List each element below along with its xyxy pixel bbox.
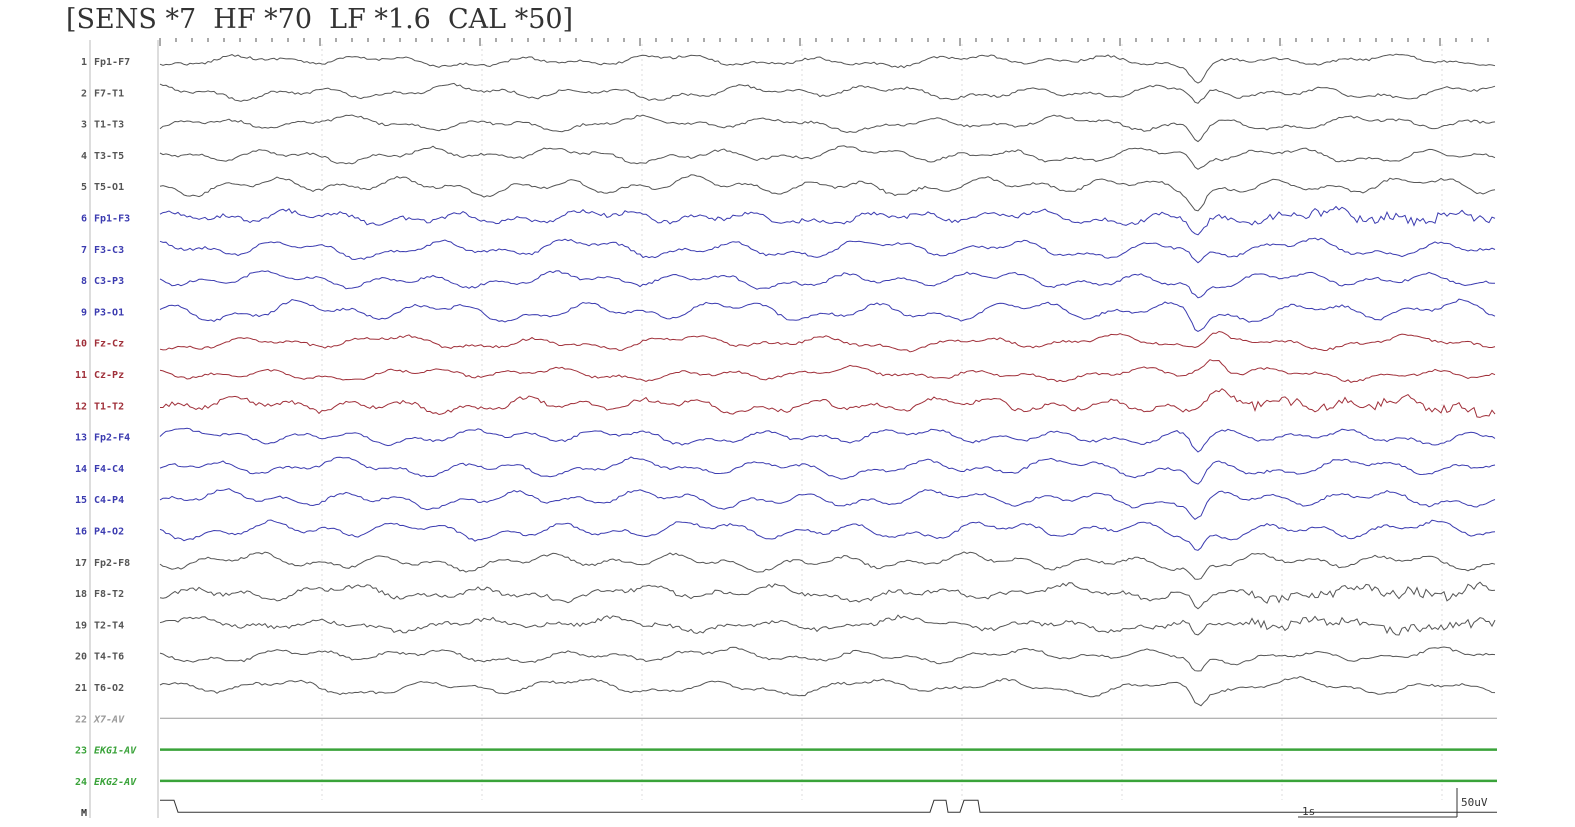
channel-label: T5-O1 — [94, 182, 124, 193]
channel-label: F7-T1 — [94, 88, 124, 99]
channel-number: 24 — [75, 777, 87, 788]
channel-label: P3-O1 — [94, 307, 124, 318]
channel-number: 14 — [75, 464, 87, 475]
channel-traces — [159, 53, 1497, 813]
channel-trace — [159, 237, 1496, 264]
time-ruler — [159, 38, 1489, 46]
channel-trace — [159, 359, 1496, 383]
channel-label: Fz-Cz — [94, 339, 124, 350]
channel-label: Fp1-F3 — [94, 214, 130, 225]
channel-trace — [159, 551, 1496, 580]
channel-trace — [159, 174, 1496, 212]
channel-trace — [159, 270, 1495, 299]
channel-trace — [159, 488, 1496, 521]
channel-label: Fp2-F4 — [94, 433, 130, 444]
channel-number: 5 — [81, 182, 87, 193]
channel-label: T1-T2 — [94, 401, 124, 412]
channel-trace — [159, 614, 1496, 636]
channel-trace — [159, 581, 1496, 610]
channel-number: 13 — [75, 433, 87, 444]
channel-number: 15 — [75, 495, 87, 506]
scale-bar: 1s 50uV — [1298, 788, 1488, 818]
channel-trace — [160, 799, 1497, 813]
channel-trace — [159, 114, 1496, 143]
channel-number: 2 — [81, 88, 87, 99]
channel-number: 3 — [81, 120, 87, 131]
time-scale-label: 1s — [1302, 805, 1315, 818]
channel-trace — [159, 53, 1496, 84]
channel-labels: 1 Fp1-F72 F7-T13 T1-T34 T3-T55 T5-O16 Fp1-F37 F… — [75, 57, 137, 819]
channel-number: 17 — [75, 558, 87, 569]
sensitivity-header: [SENS *7 HF *70 LF *1.6 CAL *50] — [66, 4, 574, 35]
channel-trace — [159, 456, 1496, 485]
channel-number: 18 — [75, 589, 87, 600]
channel-label: T4-T6 — [94, 652, 124, 663]
channel-label: T2-T4 — [94, 620, 124, 631]
channel-trace — [159, 205, 1496, 236]
channel-number: 21 — [75, 683, 87, 694]
channel-number: 20 — [75, 652, 87, 663]
channel-label: Fp1-F7 — [94, 57, 130, 68]
channel-number: 23 — [75, 746, 87, 757]
channel-number: 9 — [81, 307, 87, 318]
channel-label: T1-T3 — [94, 120, 124, 131]
channel-number: 4 — [81, 151, 87, 162]
channel-trace — [159, 145, 1496, 170]
channel-number: 6 — [81, 214, 87, 225]
channel-label: T6-O2 — [94, 683, 124, 694]
channel-trace — [159, 675, 1496, 707]
channel-label: EKG2-AV — [94, 777, 137, 788]
channel-number: 1 — [81, 57, 87, 68]
channel-label: F8-T2 — [94, 589, 124, 600]
channel-label: X7-AV — [93, 714, 125, 725]
channel-trace — [159, 427, 1496, 453]
channel-number: 16 — [75, 527, 87, 538]
channel-label: F4-C4 — [94, 464, 124, 475]
time-gridlines — [321, 44, 1443, 800]
channel-number: M — [81, 808, 87, 819]
channel-number: 8 — [81, 276, 87, 287]
channel-trace — [159, 82, 1496, 104]
channel-label: F3-C3 — [94, 245, 124, 256]
channel-label: P4-O2 — [94, 527, 124, 538]
channel-trace — [159, 646, 1496, 672]
channel-trace — [160, 388, 1496, 418]
amplitude-scale-label: 50uV — [1461, 796, 1488, 809]
channel-label: T3-T5 — [94, 151, 124, 162]
channel-label: Fp2-F8 — [94, 558, 130, 569]
channel-trace — [159, 519, 1496, 551]
channel-number: 12 — [75, 401, 87, 412]
channel-number: 22 — [75, 714, 87, 725]
channel-trace — [159, 298, 1496, 332]
channel-label: C4-P4 — [94, 495, 124, 506]
channel-number: 11 — [75, 370, 87, 381]
channel-number: 19 — [75, 620, 87, 631]
channel-label: C3-P3 — [94, 276, 124, 287]
channel-trace — [159, 330, 1496, 353]
channel-number: 7 — [81, 245, 87, 256]
channel-label: Cz-Pz — [94, 370, 124, 381]
channel-number: 10 — [75, 339, 87, 350]
channel-label: EKG1-AV — [94, 746, 137, 757]
